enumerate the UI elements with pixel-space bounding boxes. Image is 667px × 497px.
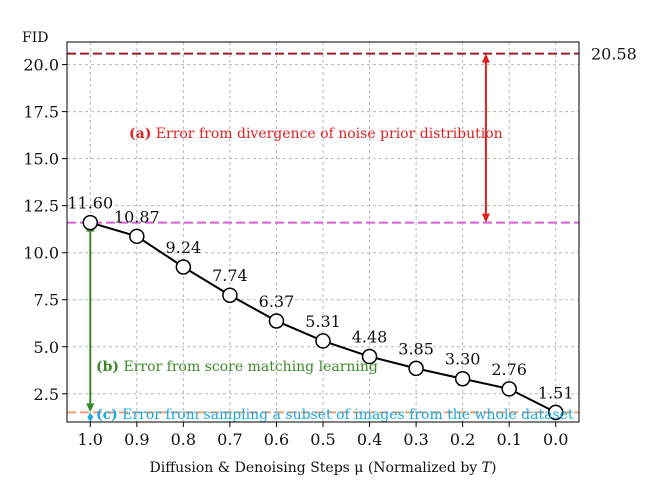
data-point	[129, 228, 145, 245]
data-label: 6.37	[259, 292, 295, 311]
annotation-tag: (a)	[129, 126, 151, 142]
annotation-c: (c) Error from sampling a subset of imag…	[96, 407, 574, 423]
annotation-tag: (b)	[96, 359, 119, 375]
data-label: 7.74	[212, 266, 248, 285]
data-point	[501, 381, 517, 397]
reference-lines: 20.58	[67, 45, 637, 414]
data-point	[454, 370, 471, 387]
data-label: 2.76	[491, 360, 527, 379]
plot-frame	[66, 41, 580, 423]
data-label: 1.51	[538, 383, 574, 402]
annotations: (a) Error from divergence of noise prior…	[96, 126, 574, 423]
y-tick-label: 17.5	[23, 103, 59, 122]
y-tick-label: 12.5	[23, 197, 59, 216]
arrow-c-head-bottom	[87, 417, 94, 422]
data-point	[408, 360, 424, 377]
x-tick-label: 0.0	[543, 430, 568, 449]
x-tick-label: 0.1	[496, 430, 521, 449]
data-label: 9.24	[166, 238, 202, 257]
y-axis-label: FID	[22, 30, 48, 46]
x-tick-label: 0.2	[450, 430, 475, 449]
annotation-text: Error from sampling a subset of images f…	[118, 407, 574, 423]
data-label: 11.60	[67, 194, 113, 213]
x-tick-label: 0.3	[403, 430, 428, 449]
x-tick-label: 0.8	[171, 430, 196, 449]
data-point	[315, 333, 331, 349]
grid-lines	[62, 42, 579, 427]
arrow-b-head-bottom	[86, 403, 95, 413]
data-point	[547, 404, 564, 421]
fid-series	[82, 214, 564, 421]
y-tick-label: 5.0	[34, 338, 59, 357]
arrow-a-head-bottom	[481, 213, 490, 223]
y-tick-label: 20.0	[23, 56, 59, 75]
x-tick-labels: 1.0 0.9 0.8 0.7 0.6 0.5 0.4 0.3 0.2 0.1 0.0	[78, 430, 569, 449]
x-tick-label: 0.7	[217, 430, 242, 449]
data-point	[82, 214, 99, 231]
annotation-text: Error from divergence of noise prior dis…	[151, 126, 502, 142]
arrow-a-head-top	[481, 53, 490, 63]
annotation-tag: (c)	[96, 407, 118, 423]
x-axis-label-var: T	[482, 460, 493, 476]
data-label: 10.87	[114, 207, 160, 226]
y-tick-label: 10.0	[23, 244, 59, 263]
x-tick-label: 1.0	[78, 430, 103, 449]
x-tick-label: 0.9	[124, 430, 149, 449]
y-tick-labels: 2.5 5.0 7.5 10.0 12.5 15.0 17.5 20.0	[23, 56, 59, 404]
x-axis-label-text: Diffusion & Denoising Steps μ (Normalize…	[150, 460, 482, 476]
arrow-c-head-top	[87, 412, 94, 418]
annotation-text: Error from score matching learning	[119, 359, 378, 375]
annotation-a: (a) Error from divergence of noise prior…	[129, 126, 503, 142]
reference-line-label: 20.58	[591, 45, 637, 64]
x-tick-label: 0.6	[264, 430, 289, 449]
y-tick-label: 2.5	[34, 385, 59, 404]
data-point	[222, 287, 238, 303]
data-point	[175, 259, 192, 275]
y-tick-label: 7.5	[34, 291, 59, 310]
data-point	[361, 348, 378, 365]
y-tick-label: 15.0	[23, 150, 59, 169]
x-tick-label: 0.5	[310, 430, 335, 449]
data-label: 3.85	[398, 339, 434, 358]
x-axis-label-suffix: )	[491, 460, 496, 476]
x-axis-label: Diffusion & Denoising Steps μ (Normalize…	[150, 460, 497, 476]
data-label: 5.31	[305, 312, 341, 331]
x-tick-label: 0.4	[357, 430, 382, 449]
annotation-b: (b) Error from score matching learning	[96, 359, 378, 375]
data-point	[268, 313, 285, 329]
data-label: 4.48	[352, 328, 388, 347]
data-label: 3.30	[445, 350, 481, 369]
